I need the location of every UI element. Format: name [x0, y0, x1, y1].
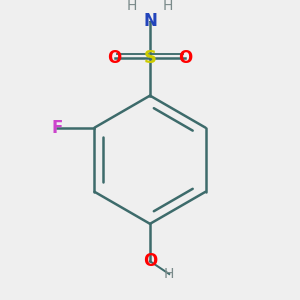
Text: O: O: [108, 49, 122, 67]
Text: N: N: [143, 12, 157, 30]
Text: O: O: [178, 49, 192, 67]
Text: F: F: [51, 119, 63, 137]
Text: H: H: [127, 0, 137, 13]
Text: O: O: [143, 252, 157, 270]
Text: S: S: [143, 49, 157, 67]
Text: H: H: [163, 0, 173, 13]
Text: H: H: [164, 267, 174, 281]
